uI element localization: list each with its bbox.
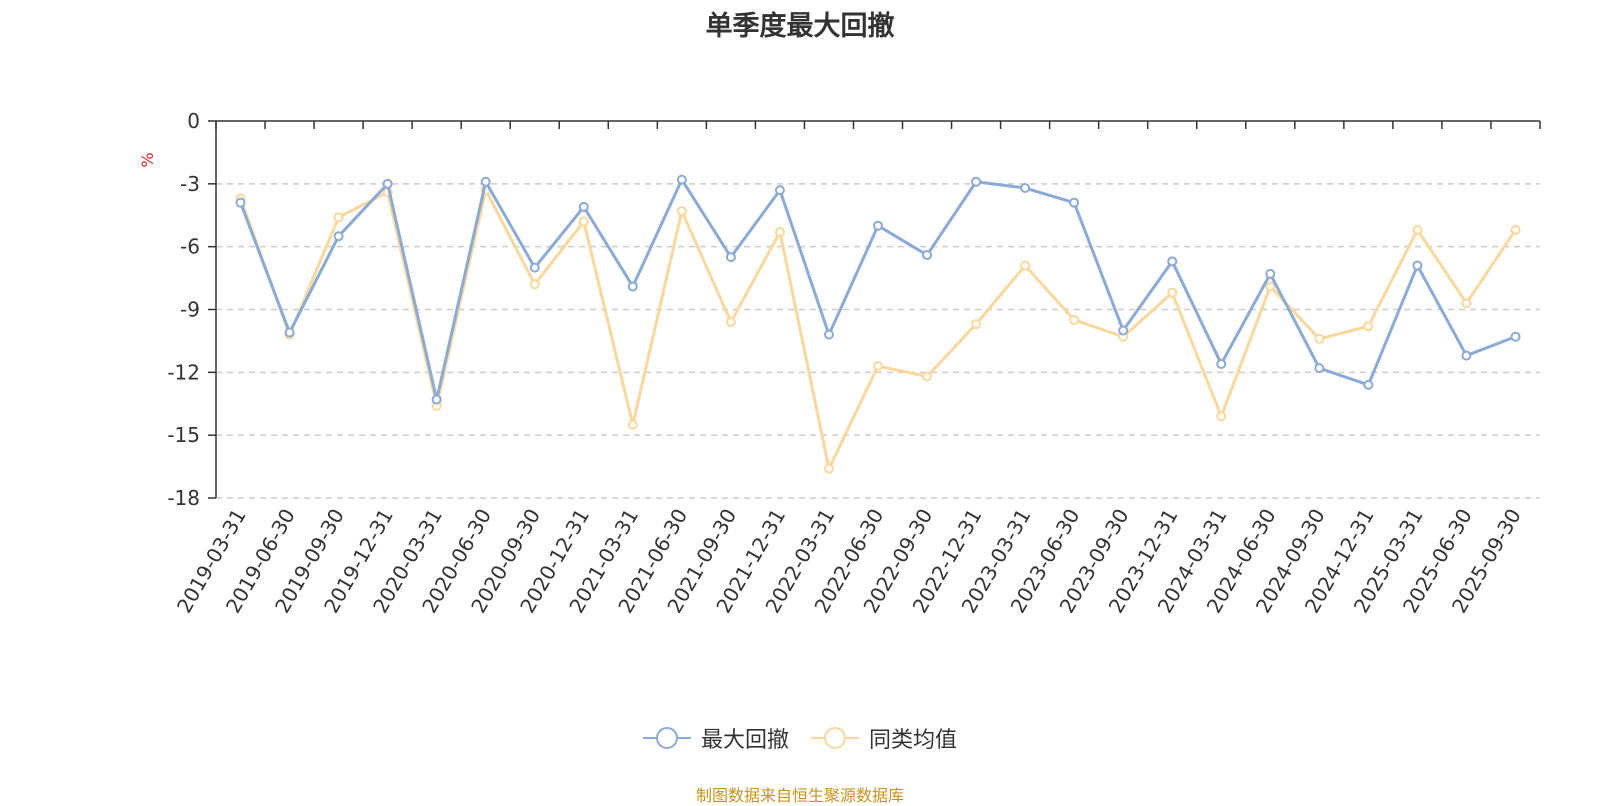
- data-point-series-2: [578, 216, 589, 227]
- data-point-series-1: [480, 176, 491, 187]
- data-point-series-2: [1510, 224, 1521, 235]
- data-point-series-1: [1118, 325, 1129, 336]
- chart-title: 单季度最大回撤: [705, 11, 895, 42]
- data-point-series-2: [971, 319, 982, 330]
- data-point-series-1: [1167, 256, 1178, 267]
- data-point-series-2: [1363, 321, 1374, 332]
- legend-item-series-2[interactable]: 同类均值: [811, 722, 957, 754]
- data-point-series-1: [676, 174, 687, 185]
- y-tick-label: -9: [180, 298, 200, 322]
- series-line-2: [239, 188, 1517, 471]
- data-point-series-2: [823, 463, 834, 474]
- data-point-series-1: [823, 329, 834, 340]
- data-point-series-1: [1069, 197, 1080, 208]
- y-tick-label: -3: [180, 172, 200, 196]
- data-point-series-1: [725, 252, 736, 263]
- y-tick-label: -15: [167, 423, 200, 447]
- data-point-series-2: [873, 361, 883, 372]
- data-point-series-2: [1216, 411, 1227, 422]
- y-axis-unit-label: %: [138, 152, 157, 167]
- data-point-series-2: [333, 212, 344, 223]
- legend-marker-icon: [642, 727, 691, 749]
- data-point-series-1: [774, 185, 785, 196]
- y-tick-label: 0: [187, 109, 200, 133]
- data-point-series-1: [1314, 363, 1325, 374]
- data-point-series-1: [578, 201, 589, 212]
- data-point-series-2: [1461, 298, 1472, 309]
- data-point-series-2: [922, 371, 933, 382]
- data-point-series-1: [333, 231, 344, 242]
- grid-lines: [216, 183, 1540, 499]
- data-point-series-2: [1167, 287, 1178, 298]
- data-point-series-1: [1510, 331, 1521, 342]
- series-lines: [235, 174, 1521, 474]
- data-point-series-1: [1363, 379, 1374, 390]
- data-point-series-1: [382, 178, 393, 189]
- data-point-series-1: [1020, 183, 1031, 194]
- data-point-series-1: [284, 327, 295, 338]
- data-point-series-1: [1216, 358, 1227, 369]
- data-point-series-1: [627, 281, 638, 292]
- tick-labels: 0-3-6-9-12-15-182019-03-312019-06-302019…: [167, 109, 1525, 617]
- y-tick-label: -12: [167, 360, 200, 384]
- data-point-series-1: [529, 262, 540, 273]
- legend-label-series-2: 同类均值: [869, 728, 958, 753]
- data-point-series-1: [1461, 350, 1472, 361]
- data-point-series-1: [235, 197, 246, 208]
- y-tick-label: -6: [180, 235, 200, 259]
- data-point-series-2: [1265, 281, 1276, 292]
- data-point-series-1: [1412, 260, 1423, 271]
- data-point-series-1: [873, 220, 883, 231]
- legend-label-series-1: 最大回撤: [700, 728, 789, 753]
- data-point-series-2: [774, 227, 785, 238]
- data-point-series-1: [971, 176, 982, 187]
- axes: [208, 120, 1541, 499]
- data-point-series-2: [1020, 260, 1031, 271]
- data-point-series-2: [627, 419, 638, 430]
- data-point-series-1: [431, 394, 442, 405]
- legend-marker-icon: [811, 727, 859, 749]
- data-point-series-1: [1265, 268, 1276, 279]
- data-point-series-2: [676, 206, 687, 217]
- data-point-series-1: [922, 250, 933, 261]
- legend: 最大回撤 同类均值: [0, 722, 1600, 754]
- data-point-series-2: [1314, 333, 1325, 344]
- source-note: 制图数据来自恒生聚源数据库: [695, 786, 904, 805]
- data-point-series-2: [725, 317, 736, 328]
- y-tick-label: -18: [167, 486, 200, 510]
- data-point-series-2: [1069, 314, 1080, 325]
- data-point-series-2: [1412, 224, 1423, 235]
- data-point-series-2: [529, 279, 540, 290]
- legend-item-series-1[interactable]: 最大回撤: [642, 722, 789, 754]
